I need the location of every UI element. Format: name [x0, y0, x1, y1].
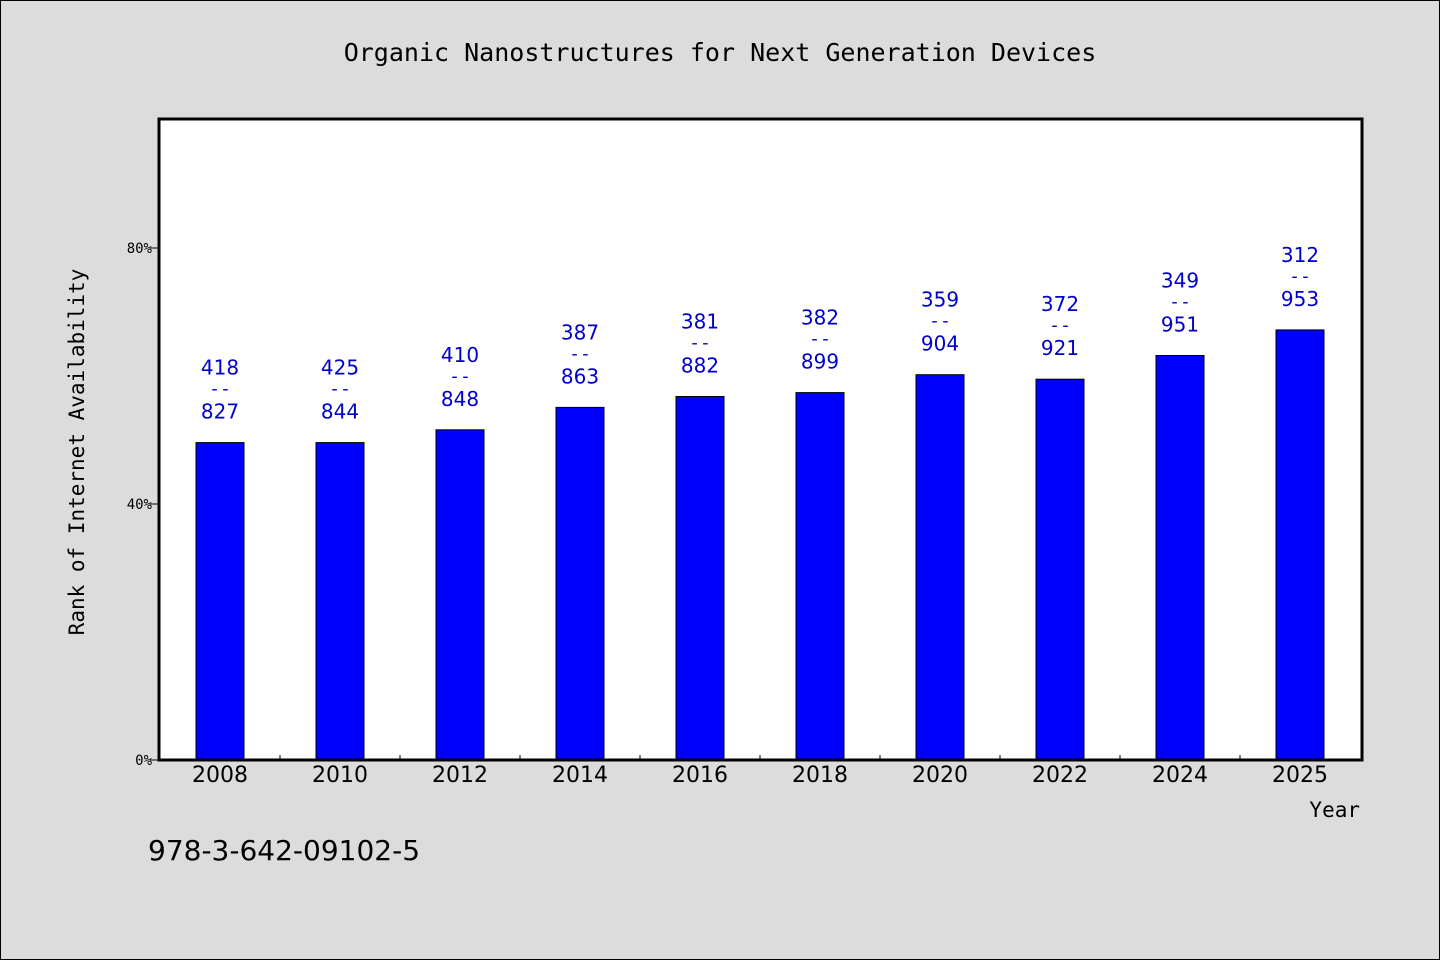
x-tick-label-2014: 2014: [552, 763, 608, 788]
bar-2024: [1155, 355, 1205, 761]
bar-2016: [675, 396, 725, 761]
x-tick-label-2010: 2010: [312, 763, 368, 788]
bar-2010: [315, 442, 365, 761]
data-labels-group: 418--827425--844410--848387--863381--882…: [201, 243, 1319, 424]
data-label-separator-2020: --: [929, 311, 951, 332]
data-label-bottom-2010: 844: [321, 400, 359, 424]
data-label-separator-2010: --: [329, 379, 351, 400]
y-tick-label-40: 40%: [127, 497, 153, 513]
x-tick-label-2016: 2016: [672, 763, 728, 788]
x-tick-label-2025: 2025: [1272, 763, 1328, 788]
data-label-top-2022: 372: [1041, 292, 1079, 316]
bar-2022: [1035, 378, 1085, 761]
x-axis-ticks: 2008 2010 2012 2014 2016 2018 2020 2022 2024 2025: [192, 755, 1328, 788]
chart-title: Organic Nanostructures for Next Generati…: [344, 38, 1097, 67]
bar-2020: [915, 374, 965, 761]
data-label-top-2016: 381: [681, 310, 719, 334]
data-label-separator-2016: --: [689, 333, 711, 354]
bar-2018: [795, 392, 845, 761]
x-axis-label: Year: [1309, 798, 1360, 822]
data-label-top-2018: 382: [801, 306, 839, 330]
x-tick-label-2022: 2022: [1032, 763, 1088, 788]
plot-border: [157, 117, 1364, 762]
data-label-separator-2012: --: [449, 366, 471, 387]
data-label-bottom-2008: 827: [201, 400, 239, 424]
data-label-separator-2022: --: [1049, 315, 1071, 336]
data-label-bottom-2025: 953: [1281, 287, 1319, 311]
data-label-top-2012: 410: [441, 343, 479, 367]
data-label-top-2025: 312: [1281, 243, 1319, 267]
y-axis-ticks: 0% 40% 80%: [127, 241, 160, 769]
y-axis-label: Rank of Internet Availability: [65, 269, 89, 636]
bar-2025: [1275, 329, 1325, 761]
data-label-top-2014: 387: [561, 320, 599, 344]
data-label-top-2024: 349: [1161, 269, 1199, 293]
data-label-top-2010: 425: [321, 356, 359, 380]
x-tick-label-2020: 2020: [912, 763, 968, 788]
x-tick-label-2024: 2024: [1152, 763, 1208, 788]
data-label-top-2008: 418: [201, 356, 239, 380]
data-label-separator-2025: --: [1289, 266, 1311, 287]
data-label-bottom-2016: 882: [681, 354, 719, 378]
data-label-separator-2018: --: [809, 329, 831, 350]
data-label-separator-2024: --: [1169, 292, 1191, 313]
data-label-bottom-2020: 904: [921, 332, 959, 356]
bar-2014: [555, 406, 605, 761]
y-tick-label-0: 0%: [135, 753, 152, 769]
data-label-separator-2014: --: [569, 343, 591, 364]
x-tick-label-2018: 2018: [792, 763, 848, 788]
x-tick-label-2012: 2012: [432, 763, 488, 788]
bars-group: [195, 329, 1325, 761]
x-tick-label-2008: 2008: [192, 763, 248, 788]
isbn-footnote: 978-3-642-09102-5: [148, 834, 421, 867]
data-label-top-2020: 359: [921, 288, 959, 312]
data-label-bottom-2012: 848: [441, 387, 479, 411]
data-label-bottom-2014: 863: [561, 364, 599, 388]
data-label-separator-2008: --: [209, 379, 231, 400]
bar-2008: [195, 442, 245, 761]
bar-2012: [435, 429, 485, 761]
data-label-bottom-2022: 921: [1041, 336, 1079, 360]
data-label-bottom-2024: 951: [1161, 313, 1199, 337]
data-label-bottom-2018: 899: [801, 350, 839, 374]
y-tick-label-80: 80%: [127, 241, 153, 257]
